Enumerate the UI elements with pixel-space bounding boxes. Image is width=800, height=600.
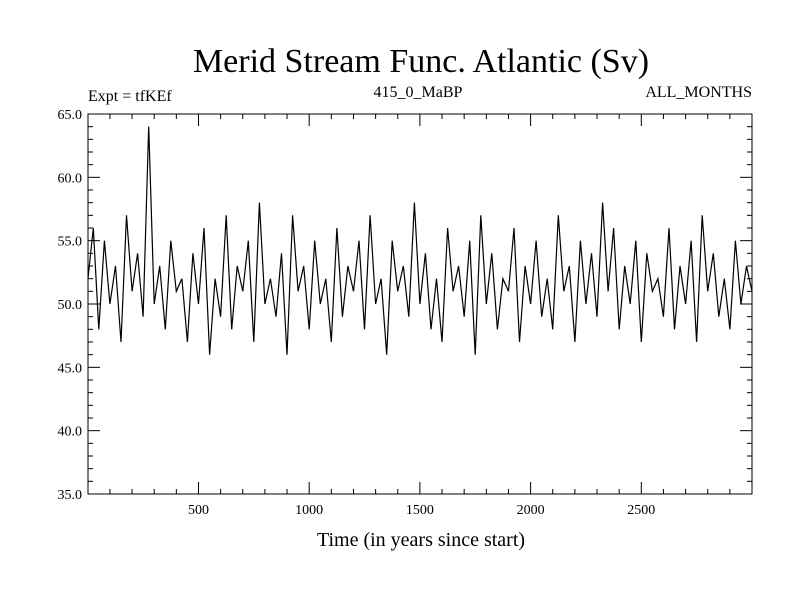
chart-title: Merid Stream Func. Atlantic (Sv) — [193, 43, 649, 80]
period-label: 415_0_MaBP — [374, 84, 463, 101]
y-tick-labels: 35.0 40.0 45.0 50.0 55.0 60.0 65.0 — [58, 108, 83, 503]
y-tick-label: 40.0 — [58, 425, 83, 440]
y-tick-label: 45.0 — [58, 361, 83, 376]
x-tick-label: 1000 — [295, 503, 323, 518]
x-tick-labels: 500 1000 1500 2000 2500 — [188, 503, 655, 518]
x-tick-label: 500 — [188, 503, 209, 518]
x-tick-label: 2500 — [627, 503, 655, 518]
series-line — [87, 126, 753, 355]
y-tick-label: 50.0 — [58, 298, 83, 313]
data-series — [87, 126, 753, 355]
plot-frame — [87, 113, 753, 495]
x-tick-label: 1500 — [406, 503, 434, 518]
experiment-label: Expt = tfKEf — [88, 88, 172, 105]
y-tick-label: 65.0 — [58, 108, 83, 123]
y-tick-label: 35.0 — [58, 488, 83, 503]
x-tick-label: 2000 — [517, 503, 545, 518]
y-tick-label: 55.0 — [58, 235, 83, 250]
season-label: ALL_MONTHS — [645, 84, 752, 101]
y-tick-label: 60.0 — [58, 171, 83, 186]
x-axis-label: Time (in years since start) — [317, 529, 525, 551]
